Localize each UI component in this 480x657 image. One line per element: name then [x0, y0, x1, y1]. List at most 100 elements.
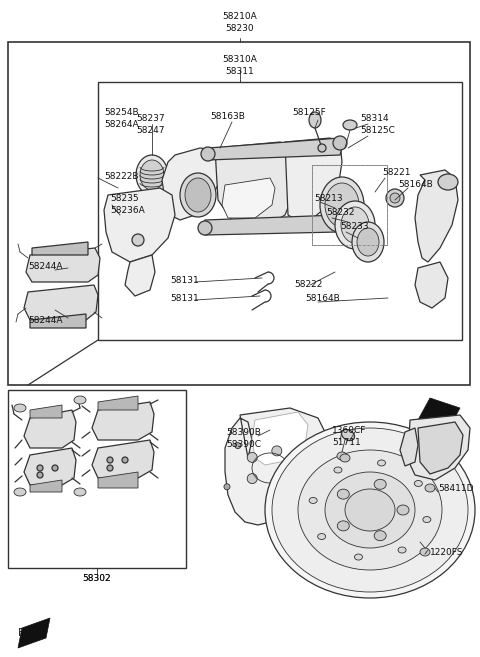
Ellipse shape	[309, 112, 321, 128]
Ellipse shape	[335, 201, 375, 249]
Ellipse shape	[247, 453, 257, 463]
Ellipse shape	[272, 428, 468, 592]
Bar	[98, 82, 462, 340]
Ellipse shape	[198, 221, 212, 235]
Text: 58131: 58131	[170, 276, 199, 285]
Ellipse shape	[140, 160, 164, 190]
Ellipse shape	[74, 396, 86, 404]
Ellipse shape	[337, 521, 349, 531]
Text: 58164B: 58164B	[398, 180, 433, 189]
Ellipse shape	[298, 450, 442, 570]
Text: 58237: 58237	[136, 114, 165, 123]
Ellipse shape	[107, 457, 113, 463]
Polygon shape	[418, 422, 463, 474]
Ellipse shape	[340, 454, 350, 462]
Ellipse shape	[247, 474, 257, 484]
Ellipse shape	[14, 488, 26, 496]
Bar	[8, 390, 186, 568]
Text: 58390C: 58390C	[226, 440, 261, 449]
Ellipse shape	[185, 178, 211, 212]
Ellipse shape	[325, 472, 415, 548]
Polygon shape	[400, 428, 418, 466]
Text: 58236A: 58236A	[110, 206, 145, 215]
Ellipse shape	[334, 467, 342, 473]
Ellipse shape	[74, 488, 86, 496]
Ellipse shape	[398, 547, 406, 553]
Ellipse shape	[149, 196, 159, 210]
Ellipse shape	[318, 144, 326, 152]
Ellipse shape	[272, 446, 282, 456]
Polygon shape	[30, 314, 86, 328]
Ellipse shape	[337, 489, 349, 499]
Text: 1360CF: 1360CF	[332, 426, 366, 435]
Ellipse shape	[423, 516, 431, 522]
Ellipse shape	[265, 422, 475, 598]
Polygon shape	[222, 178, 275, 218]
Polygon shape	[30, 405, 62, 418]
Ellipse shape	[146, 193, 162, 213]
Ellipse shape	[345, 489, 395, 531]
Polygon shape	[92, 402, 154, 440]
Ellipse shape	[420, 548, 430, 556]
Polygon shape	[202, 215, 340, 235]
Polygon shape	[98, 472, 138, 488]
Polygon shape	[162, 148, 220, 220]
Ellipse shape	[309, 497, 317, 503]
Ellipse shape	[352, 222, 384, 262]
Ellipse shape	[390, 193, 400, 203]
Ellipse shape	[374, 480, 386, 489]
Text: 58230: 58230	[226, 24, 254, 33]
Polygon shape	[252, 412, 308, 465]
Ellipse shape	[318, 533, 325, 539]
Ellipse shape	[224, 484, 230, 489]
Polygon shape	[30, 480, 62, 492]
Ellipse shape	[201, 147, 215, 161]
Polygon shape	[215, 142, 298, 230]
Polygon shape	[98, 396, 138, 410]
Text: 58264A: 58264A	[104, 120, 139, 129]
Text: 51711: 51711	[332, 438, 361, 447]
Text: 58314: 58314	[360, 114, 389, 123]
Polygon shape	[225, 408, 328, 525]
Ellipse shape	[438, 174, 458, 190]
Polygon shape	[285, 138, 342, 225]
Polygon shape	[18, 618, 50, 648]
Ellipse shape	[374, 531, 386, 541]
Ellipse shape	[397, 505, 409, 515]
Polygon shape	[408, 415, 470, 480]
Polygon shape	[24, 410, 76, 448]
Text: 58222B: 58222B	[104, 172, 139, 181]
Polygon shape	[418, 398, 460, 430]
Ellipse shape	[180, 173, 216, 217]
Ellipse shape	[343, 120, 357, 130]
Text: 58232: 58232	[326, 208, 355, 217]
Ellipse shape	[122, 457, 128, 463]
Ellipse shape	[331, 216, 345, 230]
Polygon shape	[205, 138, 342, 160]
Text: 58247: 58247	[136, 126, 165, 135]
Ellipse shape	[287, 463, 297, 473]
Text: 58244A: 58244A	[28, 316, 62, 325]
Ellipse shape	[357, 228, 379, 256]
Ellipse shape	[37, 472, 43, 478]
Text: 58163B: 58163B	[210, 112, 245, 121]
Text: 58302: 58302	[83, 574, 111, 583]
Ellipse shape	[341, 430, 355, 441]
Ellipse shape	[283, 480, 288, 486]
Polygon shape	[92, 440, 154, 478]
Ellipse shape	[425, 484, 435, 492]
Text: 58233: 58233	[340, 222, 369, 231]
Polygon shape	[104, 188, 175, 262]
Ellipse shape	[354, 554, 362, 560]
Polygon shape	[415, 170, 458, 262]
Text: 58254B: 58254B	[104, 108, 139, 117]
Ellipse shape	[132, 234, 144, 246]
Text: 58244A: 58244A	[28, 262, 62, 271]
Polygon shape	[32, 242, 88, 255]
Text: 58302: 58302	[83, 574, 111, 583]
Text: 58210A: 58210A	[223, 12, 257, 21]
Ellipse shape	[341, 207, 369, 243]
Bar	[8, 42, 470, 385]
Ellipse shape	[37, 465, 43, 471]
Text: 58125C: 58125C	[360, 126, 395, 135]
